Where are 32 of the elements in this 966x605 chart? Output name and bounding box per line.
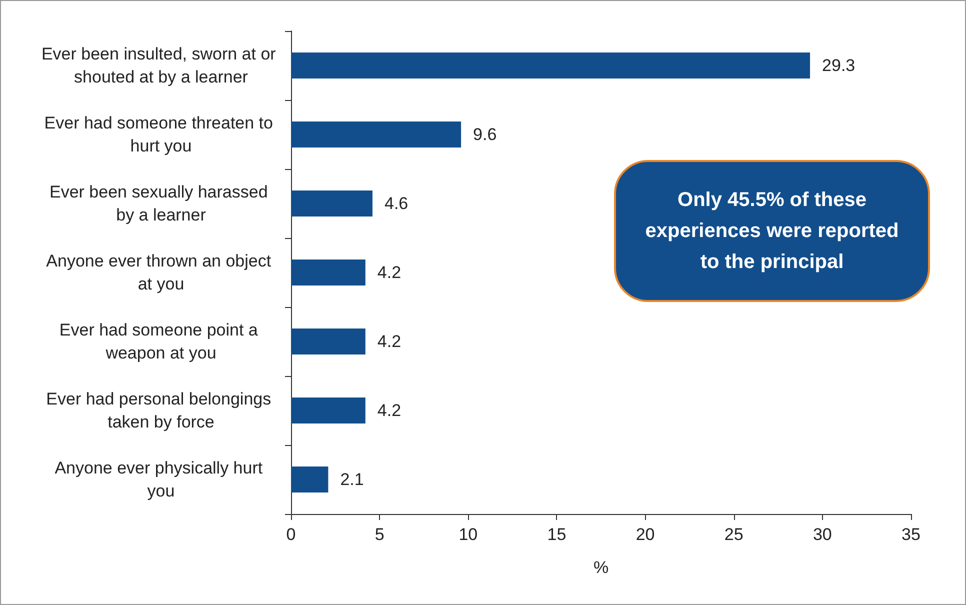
bar [291, 328, 366, 354]
data-label: 2.1 [340, 470, 364, 489]
x-tick-label: 10 [458, 525, 478, 544]
data-label: 29.3 [822, 56, 856, 75]
x-axis-title: % [593, 558, 609, 577]
bar [291, 190, 372, 216]
y-tick-label: Ever had personal belongings taken by force [46, 390, 276, 432]
y-tick-label: Anyone ever physically hurt you [54, 458, 268, 500]
bar [291, 260, 366, 286]
x-tick-label: 30 [812, 525, 832, 544]
data-label: 4.2 [377, 401, 402, 420]
bar [291, 466, 328, 492]
y-tick-label: Ever been insulted, sworn at or shouted at by a learner [41, 44, 281, 86]
x-tick-label: 35 [902, 525, 920, 544]
y-tick-label: Ever had someone point a weapon at you [59, 320, 263, 362]
data-label: 4.6 [384, 194, 408, 213]
x-tick-label: 0 [286, 525, 296, 544]
y-tick-label: Ever been sexually harassed by a learner [49, 182, 273, 224]
x-tick-label: 15 [547, 525, 566, 544]
bar [291, 398, 366, 424]
data-label: 4.2 [377, 332, 402, 351]
data-label: 4.2 [377, 263, 402, 282]
x-tick-label: 25 [724, 525, 744, 544]
bar [291, 52, 810, 78]
x-tick-label: 20 [636, 525, 655, 544]
data-label: 9.6 [473, 125, 497, 144]
y-tick-label: Anyone ever thrown an object at you [46, 252, 276, 294]
callout-box: Only 45.5% of these experiences were reported to the principal [614, 160, 930, 302]
annotation: Only 45.5% of these experiences were reported to the principal [644, 188, 900, 274]
bar [291, 122, 462, 148]
x-tick-label: 5 [374, 525, 384, 544]
y-tick-label: Ever had someone threaten to hurt you [44, 114, 278, 156]
